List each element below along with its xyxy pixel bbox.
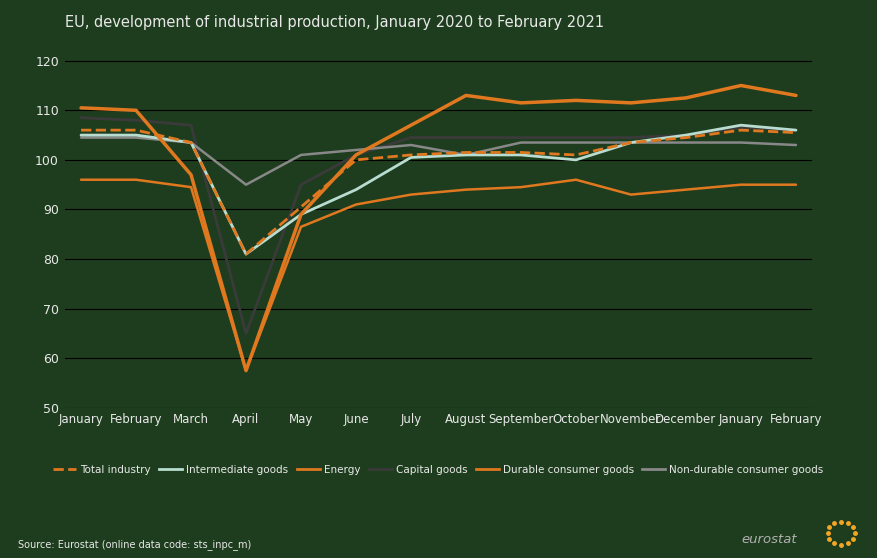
Text: EU, development of industrial production, January 2020 to February 2021: EU, development of industrial production… [65,15,603,30]
Text: Source: Eurostat (online data code: sts_inpc_m): Source: Eurostat (online data code: sts_… [18,538,251,550]
Text: eurostat: eurostat [741,533,796,546]
Legend: Total industry, Intermediate goods, Energy, Capital goods, Durable consumer good: Total industry, Intermediate goods, Ener… [49,461,828,479]
